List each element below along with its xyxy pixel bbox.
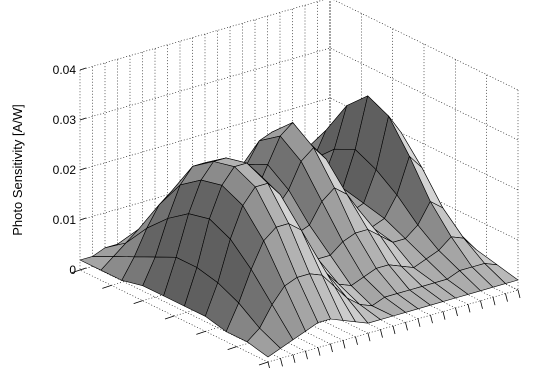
z-tick-label: 0.02 [53, 163, 77, 177]
y-tick [330, 343, 333, 353]
z-tick-label: 0.03 [53, 113, 77, 127]
y-tick [467, 304, 471, 313]
z-gridline [79, 147, 519, 241]
y-tick [405, 322, 408, 331]
z-tick [79, 117, 87, 121]
y-gridline [92, 66, 281, 359]
y-tick [480, 300, 483, 309]
x-tick [196, 330, 206, 335]
y-tick [380, 329, 383, 338]
x-gridline [173, 44, 425, 317]
z-tick-label: 0 [69, 263, 76, 277]
y-tick [442, 311, 446, 320]
z-tick-label: 0.01 [53, 213, 77, 227]
y-tick [367, 333, 371, 342]
z-tick [79, 67, 87, 71]
y-tick [517, 289, 521, 299]
x-tick [164, 315, 175, 320]
z-axis-label: Photo Sensitivity [A/W] [10, 104, 25, 236]
z-tick [79, 167, 87, 171]
x-gridline [205, 59, 456, 332]
y-tick [267, 361, 270, 368]
z-tick-label: 0.04 [53, 63, 77, 77]
z-gridline [79, 47, 519, 141]
y-tick [317, 347, 321, 356]
y-tick [280, 358, 283, 367]
x-gridline [236, 74, 487, 347]
x-gridline [267, 90, 519, 363]
y-tick [492, 297, 496, 306]
z-gridline [79, 0, 519, 91]
surface-mesh [79, 95, 519, 358]
y-tick [455, 307, 458, 317]
x-tick [102, 284, 112, 289]
surface-facet [246, 327, 281, 358]
y-tick [392, 325, 396, 335]
z-tick [79, 267, 87, 271]
y-tick [430, 315, 433, 324]
axes: Photo Sensitivity [A/W] 0 0.01 0.02 0.03 0.0… [10, 63, 521, 368]
x-tick [227, 346, 237, 351]
y-tick [342, 340, 346, 349]
x-tick [70, 269, 81, 274]
y-tick [355, 336, 358, 345]
x-tick [258, 361, 269, 366]
x-gridline [111, 13, 362, 286]
z-tick [79, 217, 87, 221]
y-tick [305, 351, 308, 360]
x-gridline [142, 28, 393, 301]
y-tick [505, 293, 508, 302]
y-tick [417, 318, 421, 327]
y-tick [292, 354, 296, 363]
x-tick [133, 300, 143, 305]
